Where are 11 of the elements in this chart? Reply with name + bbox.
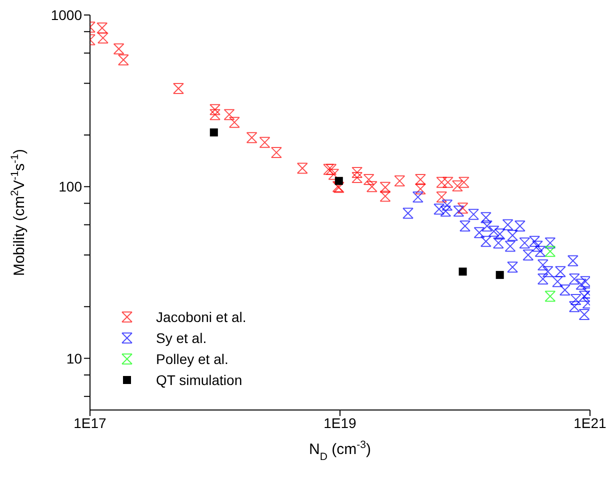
- y-tick-label: 10: [66, 350, 82, 366]
- legend-label: QT simulation: [156, 372, 242, 388]
- legend-label: Jacoboni et al.: [156, 308, 246, 324]
- x-axis-title: N$_{D}$ (cm$^{-3}$): [309, 439, 371, 463]
- x-tick-label: 1E17: [74, 414, 107, 431]
- y-tick-label: 1000: [50, 6, 82, 23]
- y-tick-label: 100: [58, 178, 82, 195]
- x-tick-label: 1E21: [574, 414, 607, 431]
- x-tick-label: 1E19: [324, 414, 357, 431]
- legend-label: Polley et al.: [156, 350, 228, 366]
- legend-label: Sy et al.: [156, 330, 207, 346]
